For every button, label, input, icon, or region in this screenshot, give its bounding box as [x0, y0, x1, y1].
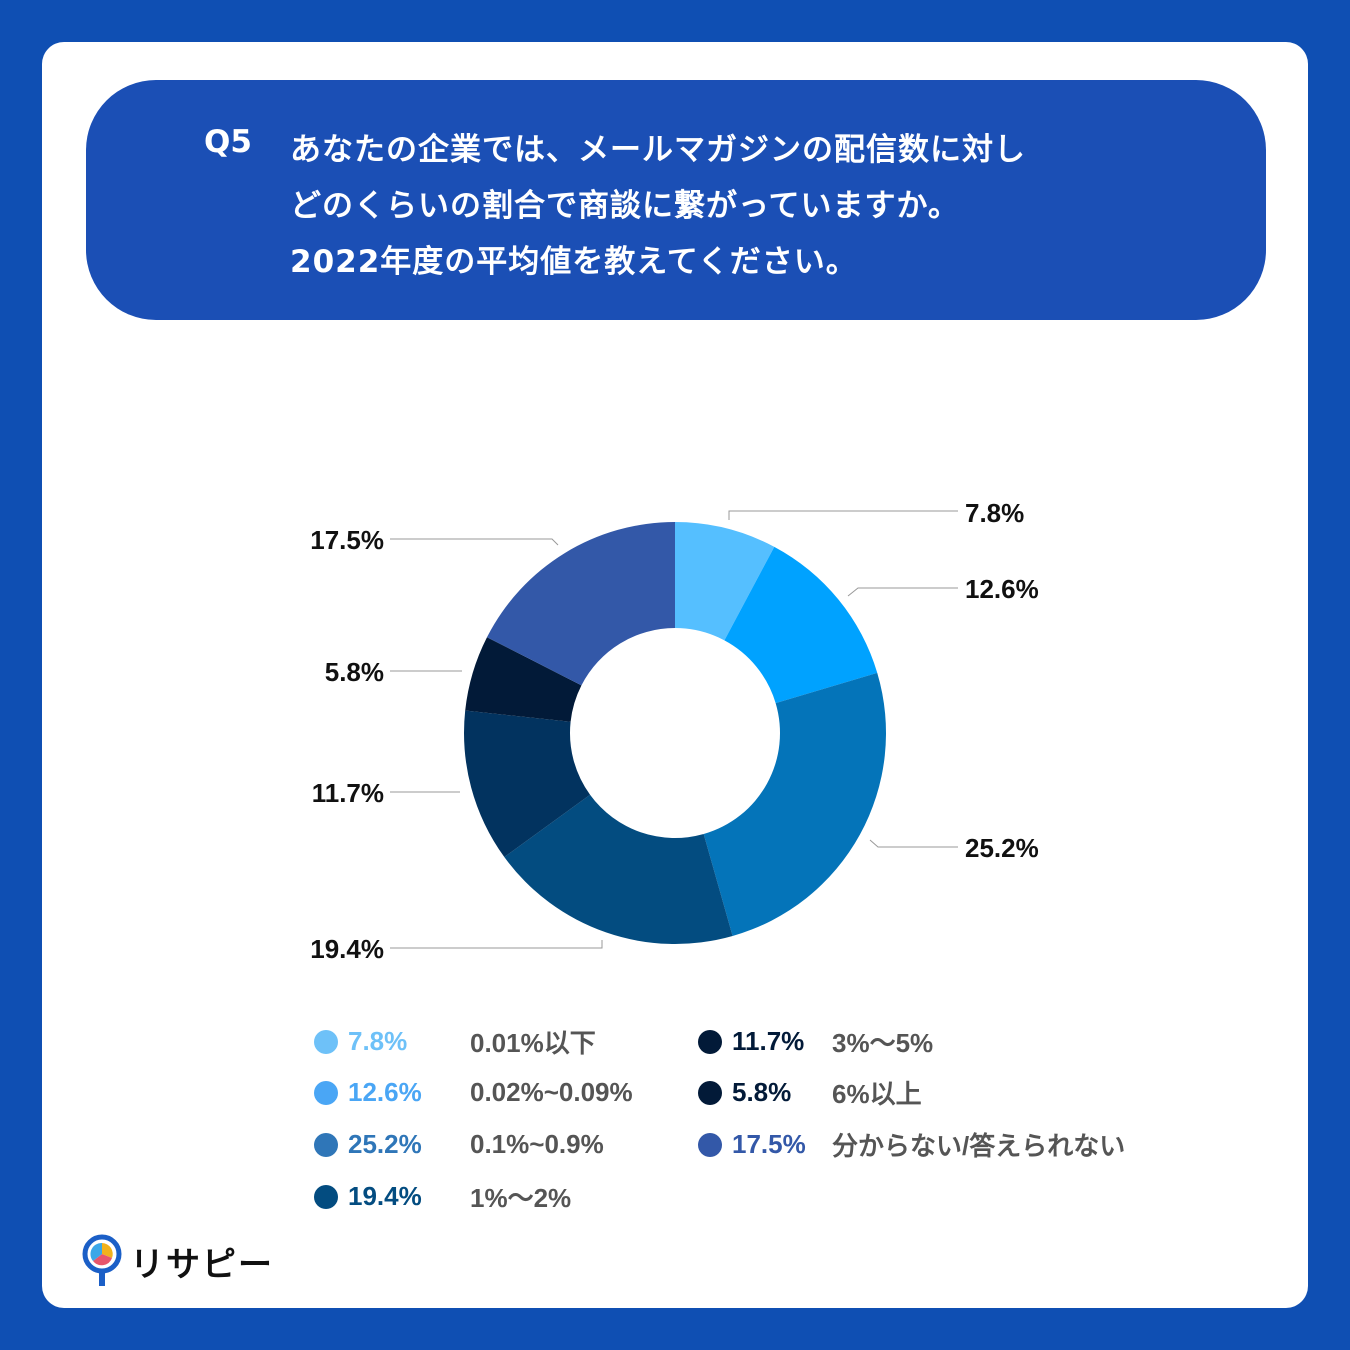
data-label: 25.2% [965, 833, 1039, 863]
donut-slice [675, 522, 775, 641]
legend-value: 25.2% [348, 1129, 422, 1159]
legend-item: 5.8% 6%以上 [698, 1077, 922, 1109]
legend-dot-icon [698, 1080, 722, 1105]
question-number: Q5 [204, 124, 252, 160]
legend-item: 7.8% 0.01%以下 [314, 1026, 596, 1058]
logo-text: リサピー [130, 1244, 274, 1285]
legend-item: 17.5% 分からない/答えられない [698, 1129, 1125, 1161]
legend-dot-icon [314, 1029, 338, 1054]
data-label: 7.8% [965, 498, 1024, 528]
legend-category: 分からない/答えられない [832, 1131, 1126, 1161]
question-line-2: どのくらいの割合で商談に繋がっていますか。 [290, 188, 960, 224]
question-line-3: 2022年度の平均値を教えてください。 [290, 244, 858, 280]
leader-line [390, 940, 603, 949]
legend-dot-icon [698, 1029, 722, 1054]
legend-category: 0.02%~0.09% [470, 1077, 633, 1107]
logo-pin-icon [82, 1234, 122, 1286]
leader-line [869, 839, 958, 848]
legend-item: 12.6% 0.02%~0.09% [314, 1077, 633, 1108]
legend-item: 19.4% 1%～2% [314, 1181, 571, 1213]
data-label: 17.5% [310, 525, 384, 555]
leader-line [728, 510, 958, 520]
legend-dot-icon [698, 1132, 722, 1157]
leader-line [390, 538, 559, 546]
legend-category: 3%～5% [832, 1028, 934, 1058]
leader-line [847, 587, 958, 597]
donut-slice [465, 637, 582, 722]
legend-value: 17.5% [732, 1129, 806, 1159]
legend-value: 12.6% [348, 1077, 422, 1107]
legend-item: 25.2% 0.1%~0.9% [314, 1129, 604, 1160]
legend-value: 7.8% [348, 1026, 408, 1056]
data-label: 19.4% [310, 934, 384, 964]
donut-slice [504, 794, 733, 944]
legend-item: 11.7% 3%～5% [698, 1026, 933, 1058]
logo: リサピー [82, 1234, 274, 1288]
legend-category: 0.01%以下 [470, 1028, 596, 1058]
legend-category: 0.1%~0.9% [470, 1129, 604, 1159]
donut-slice [486, 522, 675, 686]
legend-dot-icon [314, 1080, 338, 1105]
data-label: 5.8% [325, 657, 384, 687]
data-label: 12.6% [965, 574, 1039, 604]
data-label: 11.7% [312, 778, 384, 808]
question-banner [86, 80, 1266, 320]
question-line-1: あなたの企業では、メールマガジンの配信数に対し [290, 132, 1026, 168]
donut-slice [724, 546, 878, 704]
legend-value: 19.4% [348, 1181, 422, 1211]
legend-value: 5.8% [732, 1077, 792, 1107]
legend-category: 6%以上 [832, 1079, 922, 1109]
donut-slice [703, 672, 886, 936]
legend-category: 1%～2% [470, 1183, 572, 1213]
legend-dot-icon [314, 1184, 338, 1209]
legend-value: 11.7% [732, 1026, 805, 1056]
legend-dot-icon [314, 1132, 338, 1157]
donut-slice [464, 710, 591, 858]
